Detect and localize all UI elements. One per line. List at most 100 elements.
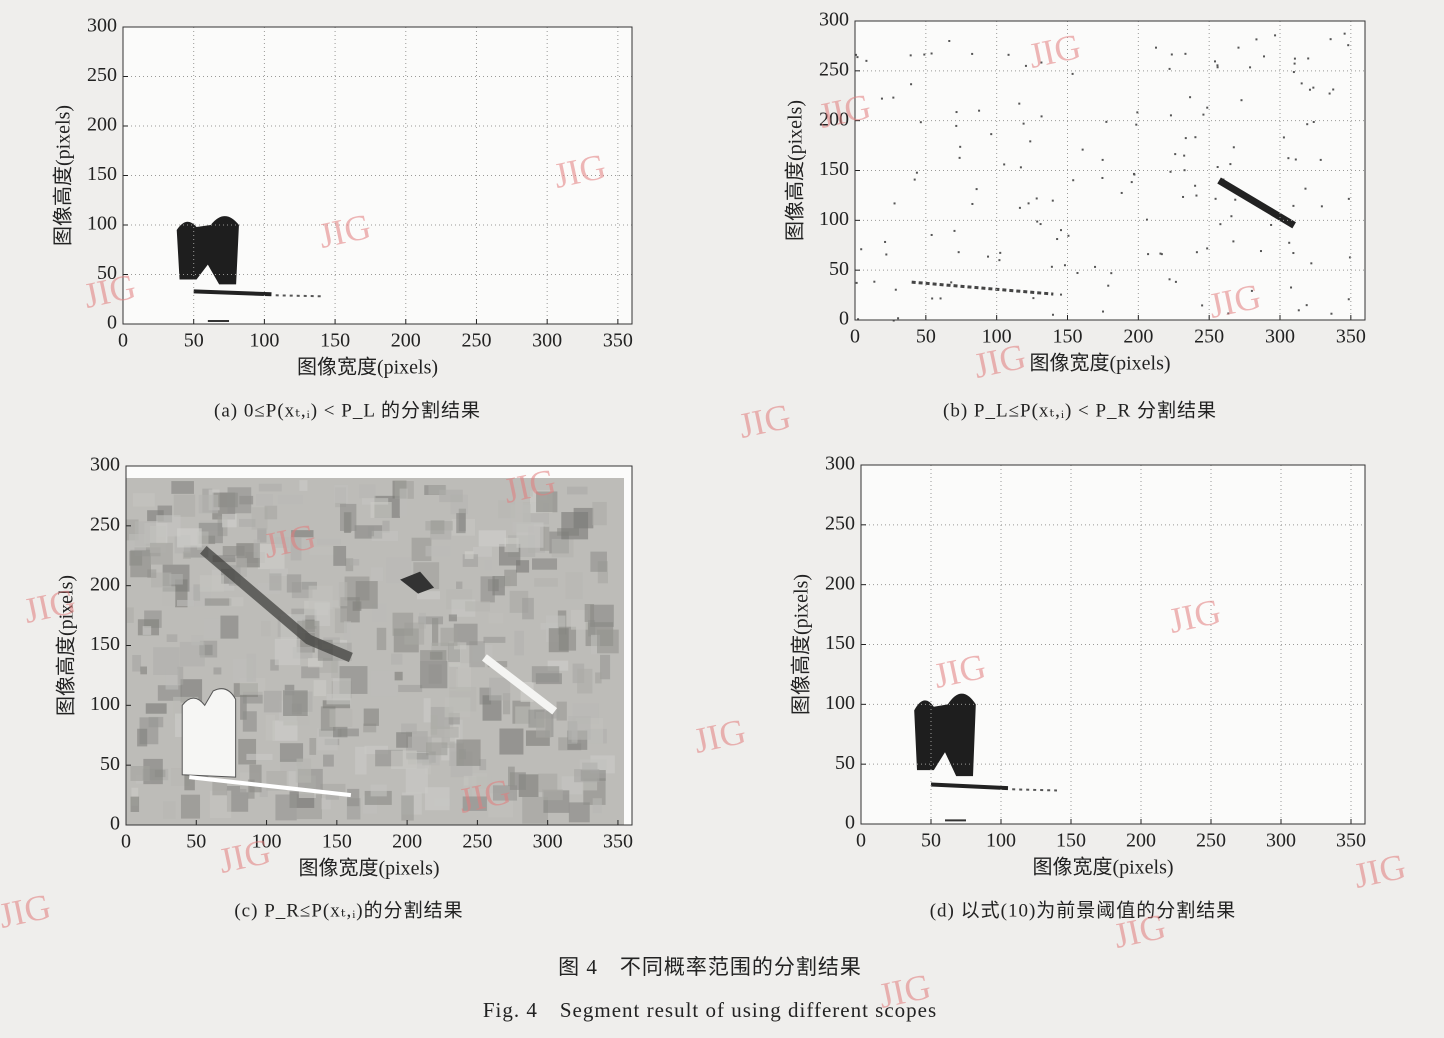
image-texture bbox=[355, 581, 378, 609]
image-speck bbox=[1219, 223, 1222, 226]
image-texture bbox=[191, 635, 204, 646]
image-texture bbox=[257, 544, 285, 570]
image-texture bbox=[286, 574, 302, 593]
image-speck bbox=[1214, 197, 1217, 200]
image-texture bbox=[307, 658, 323, 668]
image-speck bbox=[1194, 136, 1197, 139]
image-texture bbox=[180, 794, 201, 819]
image-speck bbox=[1330, 312, 1333, 315]
image-texture bbox=[240, 695, 247, 720]
image-speck bbox=[1292, 71, 1295, 74]
image-speck bbox=[931, 297, 934, 300]
image-speck bbox=[1135, 123, 1138, 126]
image-texture bbox=[541, 789, 563, 801]
image-texture bbox=[597, 561, 608, 584]
image-texture bbox=[199, 575, 224, 592]
image-speck bbox=[885, 253, 888, 256]
image-speck bbox=[1292, 204, 1295, 207]
image-speck bbox=[1194, 184, 1197, 187]
image-shadow-tail bbox=[275, 294, 321, 298]
image-speck bbox=[1072, 179, 1075, 182]
image-texture bbox=[212, 780, 228, 796]
image-speck bbox=[1018, 102, 1021, 105]
image-texture bbox=[416, 591, 441, 600]
image-speck bbox=[950, 281, 953, 284]
image-speck bbox=[971, 52, 974, 55]
y-tick-label: 100 bbox=[87, 213, 117, 235]
image-texture bbox=[547, 660, 569, 671]
image-speck bbox=[1050, 265, 1053, 268]
image-texture bbox=[510, 504, 531, 524]
image-texture bbox=[162, 801, 176, 819]
image-texture bbox=[399, 488, 408, 517]
image-speck bbox=[975, 188, 978, 191]
image-texture bbox=[180, 679, 203, 703]
image-speck bbox=[1216, 64, 1219, 67]
watermark: JIG bbox=[690, 711, 749, 761]
image-speck bbox=[1307, 57, 1310, 60]
image-texture bbox=[419, 612, 426, 629]
panel: 0 50 100 150 200 250 300 350 0 50 100 150 200 250 300 图… bbox=[55, 454, 633, 922]
image-texture bbox=[504, 569, 517, 587]
image-speck bbox=[1168, 278, 1171, 281]
y-axis-label: 图像高度(pixels) bbox=[790, 574, 813, 715]
x-tick-label: 100 bbox=[249, 330, 279, 352]
y-tick-label: 50 bbox=[97, 262, 117, 284]
image-speck bbox=[865, 59, 868, 62]
image-texture bbox=[376, 627, 387, 651]
image-speck bbox=[999, 251, 1002, 254]
image-texture bbox=[222, 513, 237, 528]
image-texture bbox=[317, 728, 338, 751]
image-speck bbox=[1169, 170, 1172, 173]
image-speck bbox=[1282, 136, 1285, 139]
x-tick-label: 200 bbox=[1126, 830, 1156, 852]
image-texture bbox=[600, 654, 611, 680]
image-speck bbox=[939, 297, 942, 300]
image-texture bbox=[309, 737, 317, 755]
image-speck bbox=[1306, 123, 1309, 126]
y-tick-label: 250 bbox=[825, 512, 855, 534]
image-texture bbox=[296, 758, 312, 783]
plot-frame bbox=[125, 465, 633, 826]
image-texture bbox=[590, 551, 607, 572]
image-speck bbox=[990, 133, 993, 136]
image-speck bbox=[1259, 250, 1262, 253]
image-speck bbox=[1133, 173, 1136, 176]
image-texture bbox=[456, 739, 481, 766]
x-tick-label: 0 bbox=[118, 330, 128, 352]
image-texture bbox=[246, 753, 273, 761]
image-speck bbox=[998, 259, 1001, 262]
image-speck bbox=[1040, 61, 1043, 64]
image-speck bbox=[978, 109, 981, 112]
image-texture bbox=[514, 630, 524, 656]
image-speck bbox=[1287, 157, 1290, 160]
image-texture bbox=[391, 653, 403, 665]
image-texture bbox=[229, 597, 244, 607]
image-texture bbox=[339, 503, 357, 531]
image-shadow bbox=[189, 775, 352, 798]
image-speck bbox=[955, 124, 958, 127]
image-texture bbox=[539, 526, 550, 551]
image-speck bbox=[1145, 218, 1148, 221]
image-texture bbox=[213, 667, 222, 675]
image-speck bbox=[959, 145, 962, 148]
panel-caption: (a) 0≤P(xₜ,ᵢ) < P_L 的分割结果 bbox=[214, 399, 481, 421]
image-texture bbox=[592, 501, 607, 526]
image-texture bbox=[193, 584, 201, 601]
image-speck bbox=[1195, 194, 1198, 197]
x-tick-label: 100 bbox=[982, 326, 1012, 348]
image-speck bbox=[913, 178, 916, 181]
image-texture bbox=[502, 693, 511, 715]
y-tick-label: 150 bbox=[90, 633, 120, 655]
image-texture bbox=[370, 784, 387, 797]
image-people bbox=[181, 688, 237, 778]
image-shadow bbox=[193, 289, 272, 297]
image-texture bbox=[132, 654, 142, 672]
image-texture bbox=[147, 569, 157, 578]
image-texture bbox=[209, 790, 232, 819]
image-speck bbox=[1300, 82, 1303, 85]
image-texture bbox=[425, 545, 451, 557]
x-tick-label: 50 bbox=[921, 830, 941, 852]
watermark: JIG bbox=[215, 831, 274, 881]
image-speck bbox=[1229, 163, 1232, 166]
